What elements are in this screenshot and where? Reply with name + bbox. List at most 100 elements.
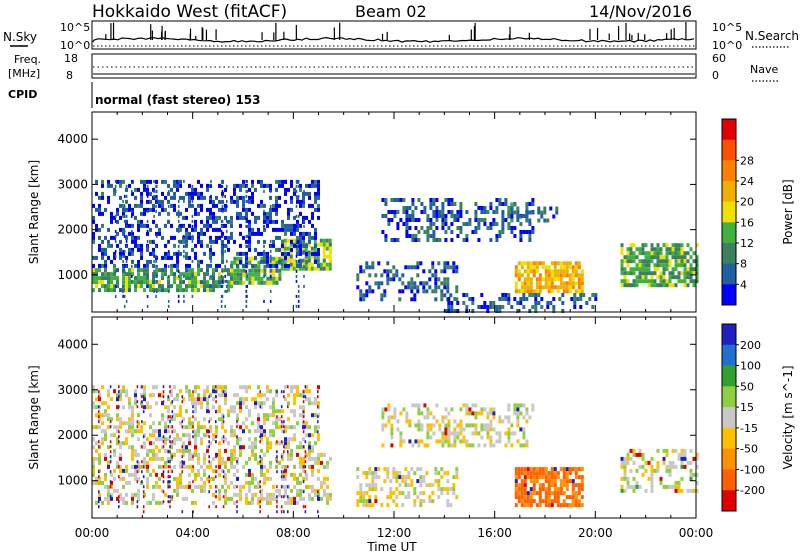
data-cell [110,276,113,281]
data-cell [501,222,505,226]
data-cell [221,468,224,473]
data-cell [209,464,212,469]
data-cell [450,407,454,412]
data-cell [98,405,100,409]
data-cell [541,285,545,290]
data-cell [529,285,533,290]
data-cell [203,417,206,422]
data-cell [647,476,651,481]
data-cell [257,272,261,277]
data-cell [297,284,300,288]
data-cell [413,285,417,290]
data-cell [227,235,230,240]
data-cell [197,397,200,402]
data-cell [104,276,107,281]
data-cell [173,251,176,256]
data-cell [245,207,248,212]
data-cell [183,294,185,298]
data-cell [188,203,191,208]
data-cell [128,272,131,277]
data-cell [203,397,206,402]
data-cell [423,443,427,448]
data-cell [167,219,170,223]
data-cell [224,289,226,293]
data-cell [192,410,194,414]
data-cell [191,421,194,426]
data-cell [128,288,131,293]
data-cell [555,206,559,211]
data-cell [203,433,206,438]
data-cell [444,214,448,218]
data-cell [212,227,215,232]
data-cell [162,470,165,474]
data-cell [532,491,536,496]
data-cell [647,267,651,272]
data-cell [173,179,176,184]
data-cell [263,184,265,188]
data-cell [218,280,221,285]
data-cell [209,276,212,281]
data-cell [562,281,566,286]
data-cell [146,464,149,469]
y-tick-label: 3000 [57,177,88,191]
data-cell [635,267,639,272]
data-cell [671,251,675,256]
data-cell [516,419,520,424]
data-cell [156,224,158,228]
data-cell [594,293,598,297]
data-cell [215,410,217,414]
data-cell [116,284,119,289]
data-cell [299,203,302,208]
data-cell [260,280,264,285]
data-cell [492,411,496,416]
data-cell [692,259,696,264]
data-cell [549,301,553,305]
data-cell [629,259,633,264]
data-cell [272,433,275,438]
data-cell [263,203,266,208]
data-cell [525,206,529,210]
data-cell [591,293,595,297]
data-cell [188,441,191,446]
data-cell [272,272,276,277]
data-cell [107,496,110,501]
data-cell [136,385,139,389]
data-cell [519,411,523,416]
data-cell [209,288,212,293]
data-cell [534,305,538,309]
data-cell [164,207,167,212]
data-cell [118,430,120,434]
data-cell [155,231,158,236]
data-cell [263,249,265,253]
data-cell [146,264,149,268]
data-cell [146,259,149,264]
data-cell [155,179,158,184]
data-cell [434,297,438,302]
data-cell [308,484,311,489]
freq-tick-high: 18 [64,52,78,65]
data-cell [162,390,165,394]
data-cell [280,485,283,489]
data-cell [417,443,421,448]
data-cell [638,275,642,280]
data-cell [167,304,170,308]
data-cell [131,409,134,414]
data-cell [233,260,237,265]
data-cell [301,262,305,267]
data-cell [644,468,648,473]
data-cell [568,261,572,266]
data-cell [365,491,369,496]
data-cell [440,289,444,294]
data-cell [164,255,167,260]
data-cell [182,460,185,465]
data-cell [125,429,128,434]
data-cell [314,401,317,406]
data-cell [302,410,305,414]
data-cell [374,475,378,480]
data-cell [251,448,254,453]
data-cell [431,265,435,270]
data-cell [212,284,215,289]
data-cell [447,198,451,202]
data-cell [233,452,236,457]
data-cell [577,499,581,504]
